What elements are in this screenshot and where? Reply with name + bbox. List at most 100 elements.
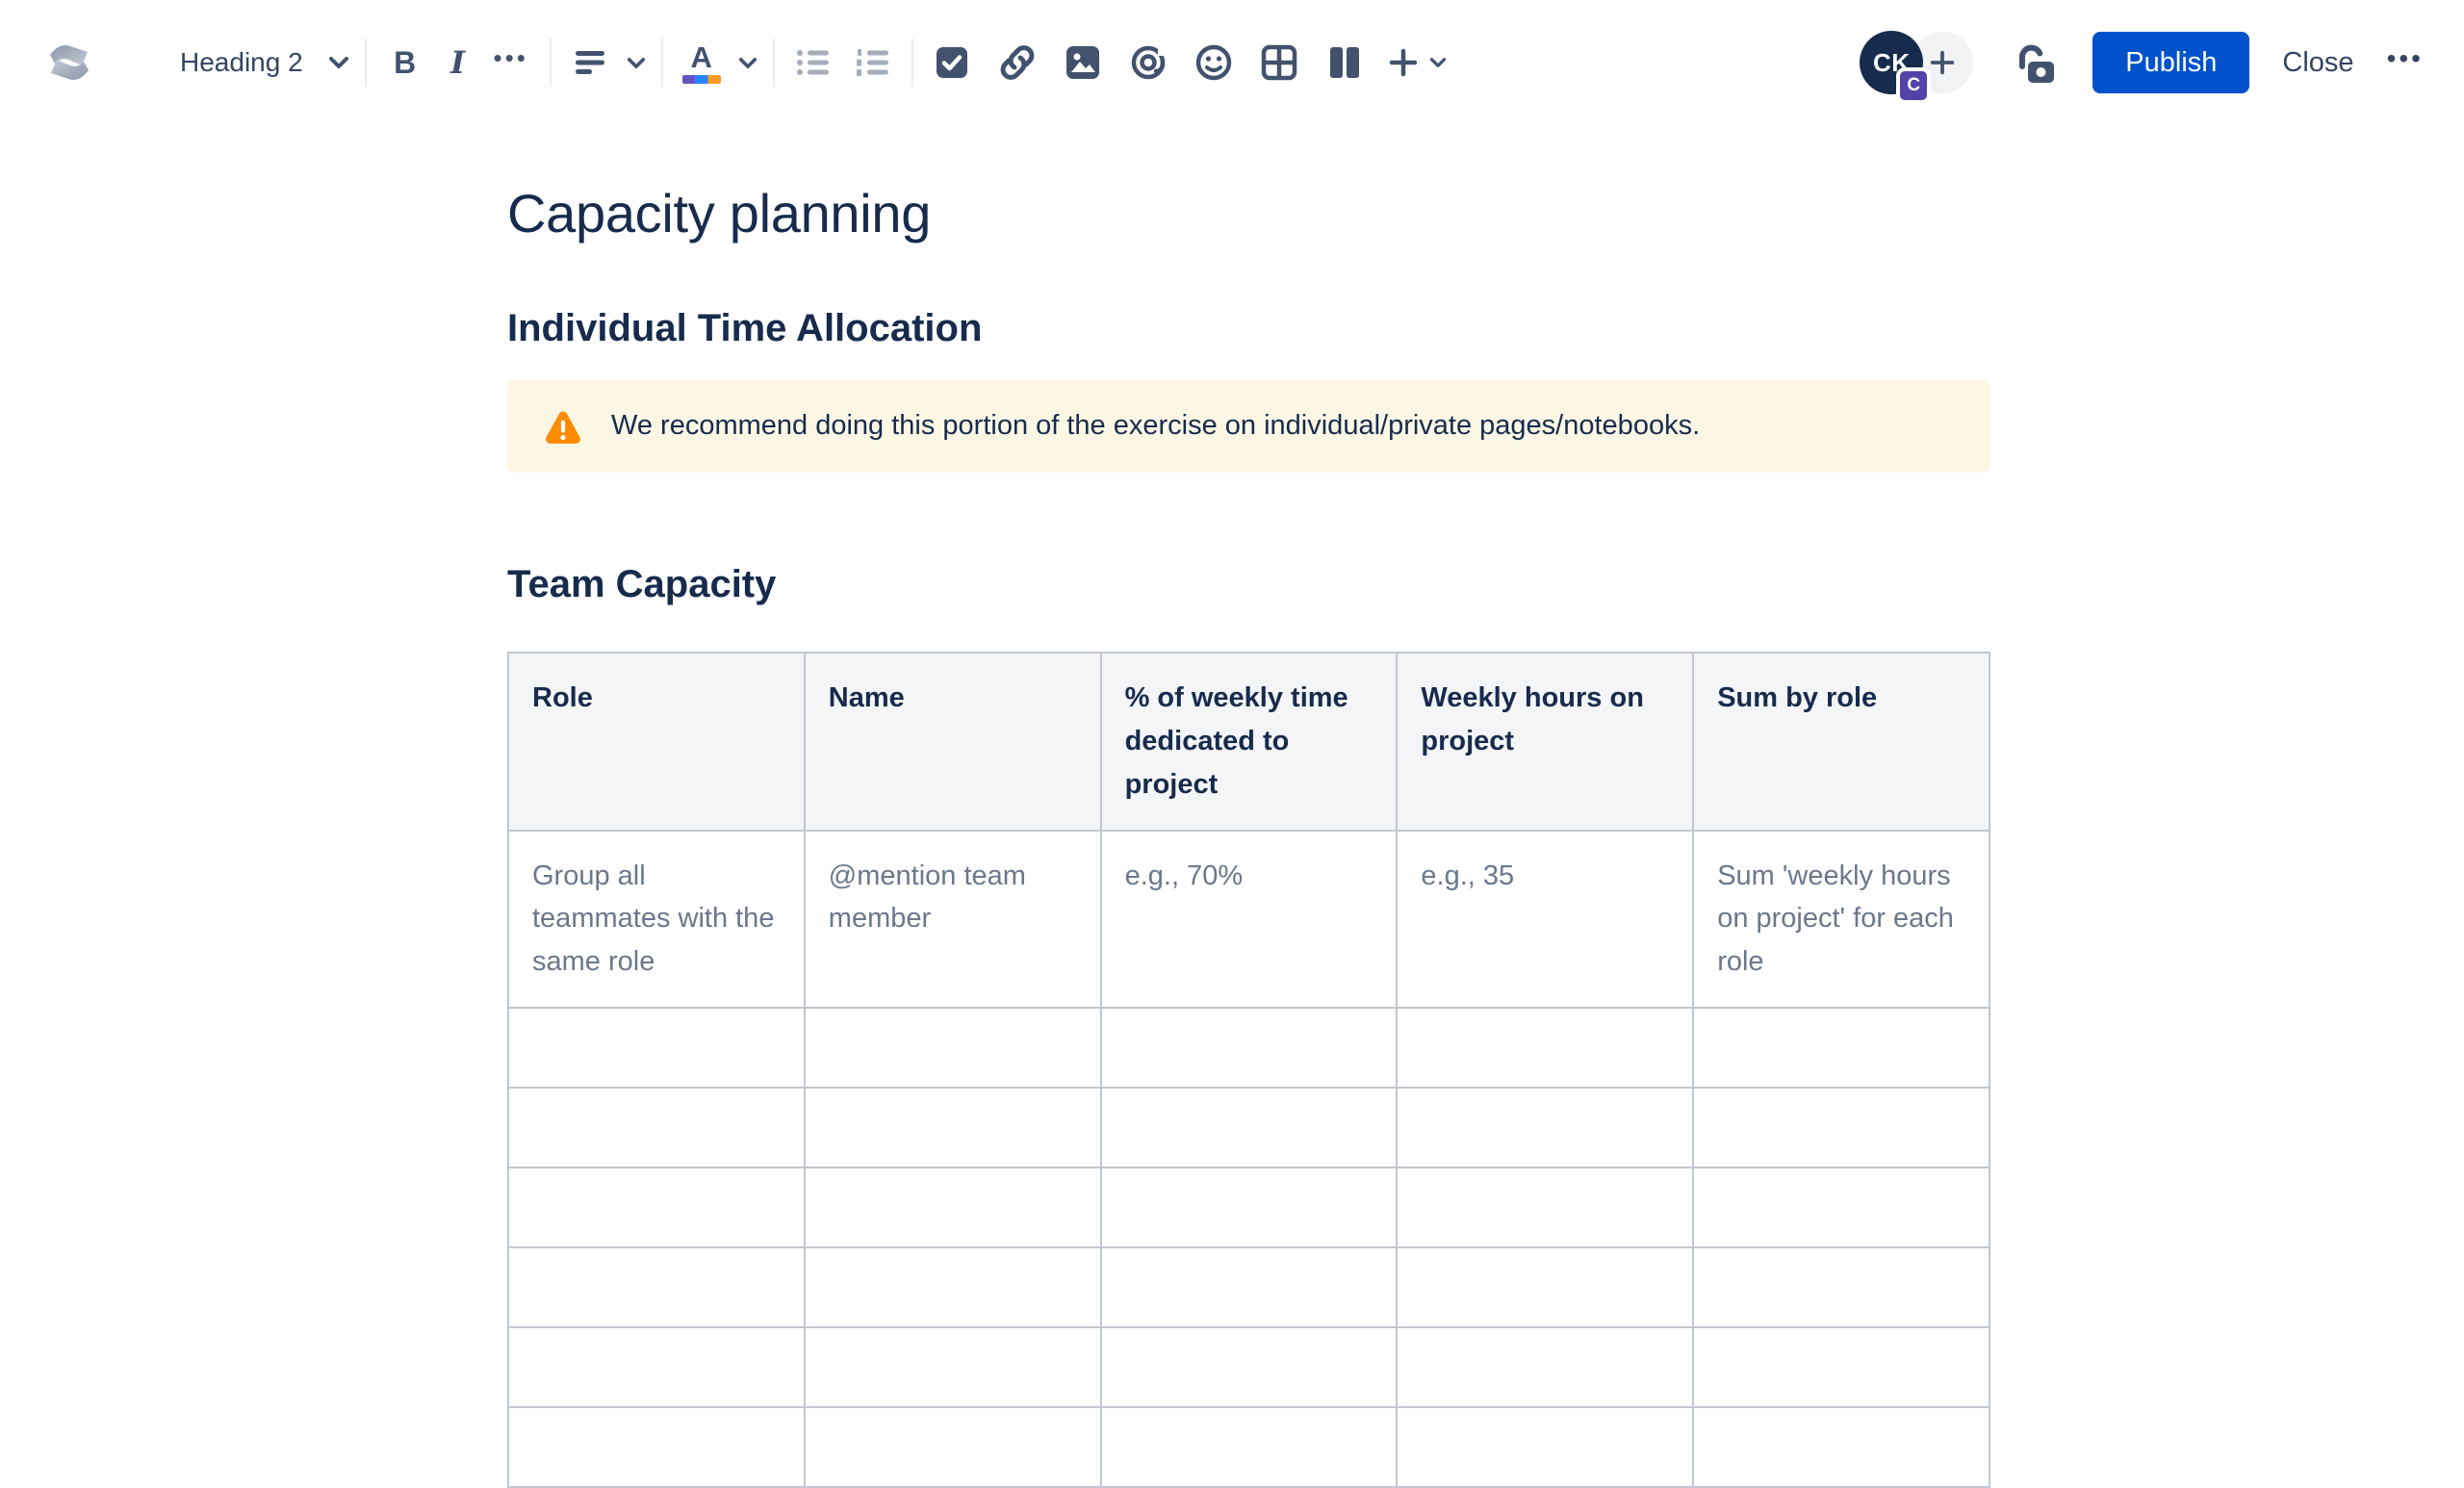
- table-row: [507, 1326, 1990, 1409]
- table-cell[interactable]: [507, 1007, 806, 1090]
- close-button[interactable]: Close: [2282, 46, 2354, 78]
- table-cell[interactable]: [1692, 1326, 1990, 1409]
- table-cell[interactable]: [1692, 1087, 1990, 1169]
- text-color-button[interactable]: A: [679, 39, 725, 86]
- numbered-list-button[interactable]: [850, 39, 896, 86]
- table-header-row: Role Name % of weekly time dedicated to …: [507, 651, 1990, 832]
- layouts-button[interactable]: [1322, 39, 1368, 86]
- list-group: [790, 39, 896, 86]
- link-icon: [1000, 45, 1035, 80]
- chevron-down-icon: [328, 57, 348, 68]
- italic-button[interactable]: I: [442, 39, 475, 86]
- more-formatting-button[interactable]: •••: [488, 39, 534, 86]
- table-cell[interactable]: [507, 1087, 806, 1169]
- chevron-down-icon[interactable]: [738, 57, 757, 69]
- task-list-button[interactable]: [929, 39, 975, 86]
- table-header-sum-by-role[interactable]: Sum by role: [1692, 651, 1990, 832]
- table-cell[interactable]: [507, 1406, 806, 1488]
- warning-icon: [546, 411, 580, 444]
- toolbar-more-button[interactable]: •••: [2386, 43, 2424, 73]
- table-cell[interactable]: [1692, 1406, 1990, 1488]
- toolbar-divider: [772, 38, 775, 87]
- table-header-weekly-time[interactable]: % of weekly time dedicated to project: [1099, 651, 1399, 832]
- table-row: [507, 1246, 1990, 1329]
- link-button[interactable]: [994, 39, 1040, 86]
- table-row: [507, 1007, 1990, 1090]
- chevron-down-icon[interactable]: [627, 57, 646, 69]
- avatar-app-badge: C: [1896, 67, 1932, 104]
- mention-button[interactable]: [1125, 39, 1171, 86]
- team-capacity-table: Role Name % of weekly time dedicated to …: [507, 651, 1990, 1488]
- table-cell[interactable]: Sum 'weekly hours on project' for each r…: [1692, 829, 1990, 1010]
- table-row: [507, 1406, 1990, 1488]
- table-cell[interactable]: e.g., 70%: [1099, 829, 1399, 1010]
- table-cell[interactable]: [1692, 1007, 1990, 1090]
- insert-group: [929, 39, 1447, 86]
- table-cell[interactable]: [1396, 1246, 1695, 1329]
- table-cell[interactable]: Group all teammates with the same role: [507, 829, 806, 1010]
- restrictions-button[interactable]: [2014, 39, 2060, 86]
- table-cell[interactable]: [1396, 1326, 1695, 1409]
- table-cell[interactable]: [1396, 1406, 1695, 1488]
- table-cell[interactable]: [803, 1087, 1102, 1169]
- insert-image-button[interactable]: [1060, 39, 1106, 86]
- table-header-role[interactable]: Role: [507, 651, 806, 832]
- table-cell[interactable]: [507, 1246, 806, 1329]
- table-cell[interactable]: [1396, 1167, 1695, 1249]
- collaborators: CK C: [1860, 31, 1974, 104]
- bold-button[interactable]: B: [382, 39, 428, 86]
- table-cell[interactable]: [803, 1326, 1102, 1409]
- table-cell[interactable]: [507, 1326, 806, 1409]
- mention-icon: [1131, 45, 1167, 80]
- emoji-button[interactable]: [1191, 39, 1237, 86]
- insert-plus-button[interactable]: [1387, 39, 1420, 86]
- emoji-icon: [1195, 44, 1231, 81]
- bold-icon: B: [394, 44, 417, 80]
- table-cell[interactable]: [1692, 1167, 1990, 1249]
- avatar[interactable]: CK C: [1860, 31, 1932, 104]
- table-cell[interactable]: [803, 1406, 1102, 1488]
- editor-toolbar: Heading 2 B I ••• A: [0, 0, 2464, 125]
- page-title[interactable]: Capacity planning: [507, 183, 932, 244]
- bullet-list-icon: [796, 50, 829, 75]
- bullet-list-button[interactable]: [790, 39, 836, 86]
- table-cell[interactable]: [803, 1246, 1102, 1329]
- table-cell[interactable]: [1099, 1326, 1399, 1409]
- publish-button[interactable]: Publish: [2092, 32, 2250, 93]
- table-header-weekly-hours[interactable]: Weekly hours on project: [1396, 651, 1695, 832]
- toolbar-right-cluster: CK C Publish Close •••: [1860, 31, 2424, 104]
- table-cell[interactable]: [1099, 1167, 1399, 1249]
- plus-icon: [1931, 50, 1955, 75]
- italic-icon: I: [450, 44, 466, 81]
- checkbox-icon: [936, 47, 967, 78]
- warning-panel[interactable]: We recommend doing this portion of the e…: [507, 380, 1990, 473]
- table-cell[interactable]: [1692, 1246, 1990, 1329]
- table-cell[interactable]: [1396, 1087, 1695, 1169]
- table-cell[interactable]: [1396, 1007, 1695, 1090]
- alignment-button[interactable]: [567, 39, 613, 86]
- text-color-icon: A: [681, 42, 721, 84]
- columns-layout-icon: [1329, 47, 1359, 78]
- insert-table-button[interactable]: [1256, 39, 1302, 86]
- chevron-down-icon[interactable]: [1429, 57, 1447, 68]
- section-heading-individual-time-allocation[interactable]: Individual Time Allocation: [507, 307, 983, 350]
- table-header-name[interactable]: Name: [803, 651, 1102, 832]
- editor-content: Capacity planning Individual Time Alloca…: [507, 125, 1990, 1488]
- more-formatting-icon: •••: [493, 42, 528, 72]
- table-cell[interactable]: [1099, 1246, 1399, 1329]
- table-cell[interactable]: [1099, 1087, 1399, 1169]
- table-cell[interactable]: [507, 1167, 806, 1249]
- text-style-dropdown[interactable]: Heading 2: [180, 47, 349, 78]
- table-row: [507, 1167, 1990, 1249]
- table-cell[interactable]: [803, 1007, 1102, 1090]
- table-cell[interactable]: [1099, 1406, 1399, 1488]
- toolbar-divider: [549, 38, 552, 87]
- image-icon: [1065, 46, 1099, 79]
- section-heading-team-capacity[interactable]: Team Capacity: [507, 562, 777, 605]
- table-cell[interactable]: e.g., 35: [1396, 829, 1695, 1010]
- warning-text: We recommend doing this portion of the e…: [611, 410, 1701, 442]
- align-left-icon: [575, 51, 604, 74]
- table-cell[interactable]: [1099, 1007, 1399, 1090]
- table-cell[interactable]: @mention team member: [803, 829, 1102, 1010]
- table-cell[interactable]: [803, 1167, 1102, 1249]
